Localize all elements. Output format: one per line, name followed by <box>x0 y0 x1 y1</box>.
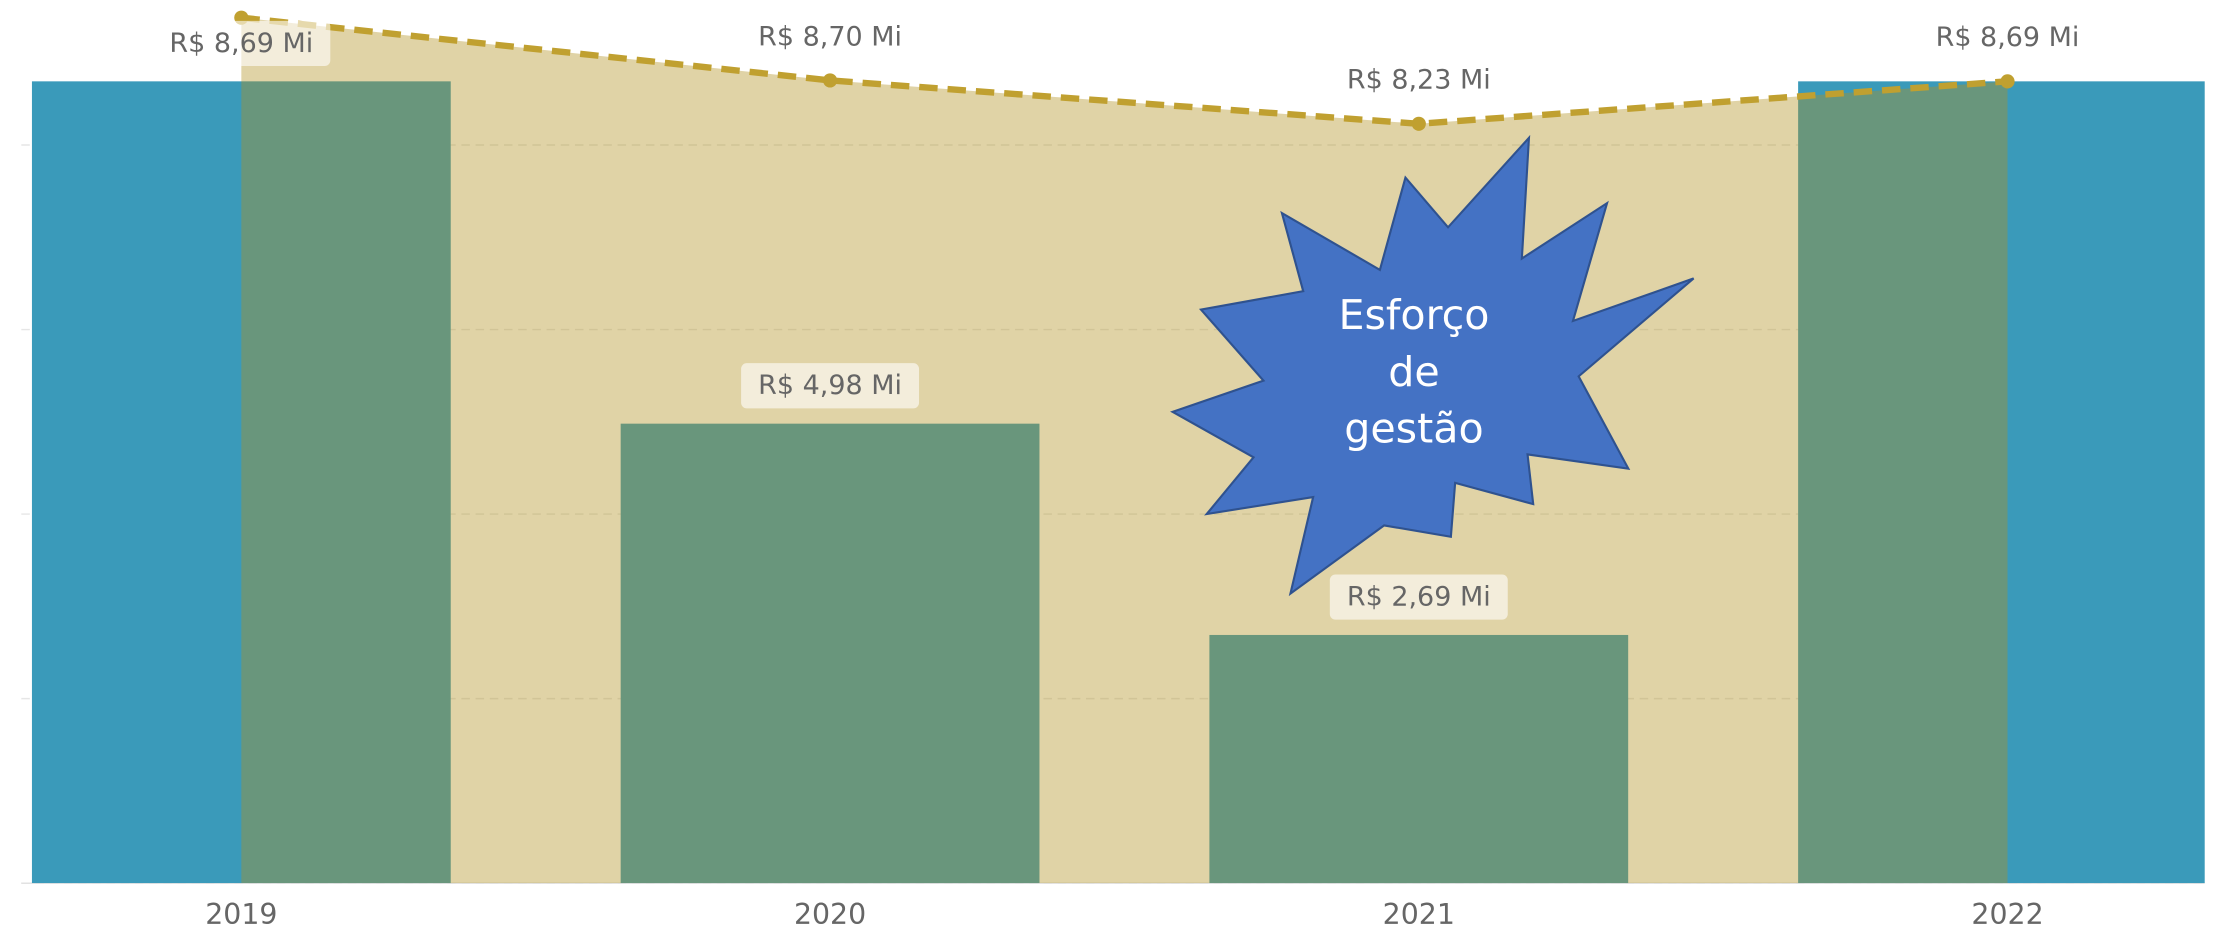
bar <box>620 423 1040 884</box>
annotation-text: gestão <box>1344 405 1483 453</box>
annotation-text: de <box>1388 348 1439 396</box>
annotation-text: Esforço <box>1338 291 1489 339</box>
bar <box>31 81 451 884</box>
line <box>241 14 2008 127</box>
bar <box>1798 81 2205 884</box>
starburst <box>1170 134 1695 597</box>
data-label: R$ 8,70 Mi <box>758 21 902 52</box>
data-label: R$ 8,69 Mi <box>169 28 313 59</box>
x-tick-label: 2022 <box>1971 898 2043 931</box>
data-label: R$ 8,23 Mi <box>1347 65 1491 96</box>
line-series <box>234 10 2015 131</box>
data-label: R$ 8,69 Mi <box>1936 22 2080 53</box>
line-point <box>1411 116 1426 131</box>
data-label-box <box>741 363 920 409</box>
area <box>241 17 2008 884</box>
x-tick-label: 2020 <box>794 898 866 931</box>
annotation: Esforço de gestão <box>1170 134 1695 597</box>
line-point <box>2000 74 2015 89</box>
labels: 2019 2020 2021 2022 R$ 8,69 Mi R$ 4,98 Mi R$ 2… <box>152 20 2080 931</box>
bar <box>1209 634 1629 884</box>
data-label-box <box>152 20 331 67</box>
bars <box>31 81 2205 884</box>
x-tick-label: 2019 <box>205 898 277 931</box>
area <box>241 17 2008 884</box>
data-label: R$ 4,98 Mi <box>758 370 902 401</box>
x-tick-label: 2021 <box>1383 898 1455 931</box>
line-point <box>822 73 838 88</box>
data-label: R$ 2,69 Mi <box>1347 582 1491 613</box>
data-label-box <box>1329 574 1508 620</box>
